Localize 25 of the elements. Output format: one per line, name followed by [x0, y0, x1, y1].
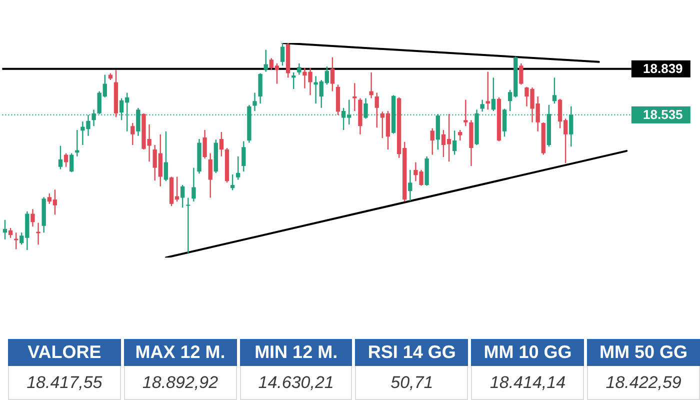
candlestick: [352, 83, 357, 112]
category-label: MM 50 GG: [587, 339, 700, 366]
candlestick: [30, 209, 35, 227]
candlestick: [369, 72, 374, 98]
text: 18.422,59: [606, 373, 682, 392]
text: 18.535: [643, 106, 683, 122]
text: 18.417,55: [26, 373, 102, 392]
category-label: MAX 12 M.: [124, 339, 237, 366]
text: 18.839: [643, 60, 683, 76]
category-label: MIN 12 M.: [240, 339, 352, 366]
category-label: MM 10 GG: [471, 339, 584, 366]
text: 50,71: [390, 373, 434, 392]
candlestick: [464, 100, 468, 126]
candlestick: [252, 92, 257, 112]
candlestick: [480, 100, 484, 112]
text: 18.414,14: [490, 373, 566, 392]
category-label: RSI 14 GG: [355, 339, 468, 366]
candlestick: [469, 120, 474, 166]
candlestick: [264, 50, 268, 72]
candlestick: [408, 170, 412, 201]
text: 14.630,21: [258, 373, 334, 392]
candlestick: [36, 222, 40, 245]
category-label: VALORE: [8, 339, 121, 366]
text: 18.892,92: [142, 373, 218, 392]
candlestick: [192, 168, 196, 202]
